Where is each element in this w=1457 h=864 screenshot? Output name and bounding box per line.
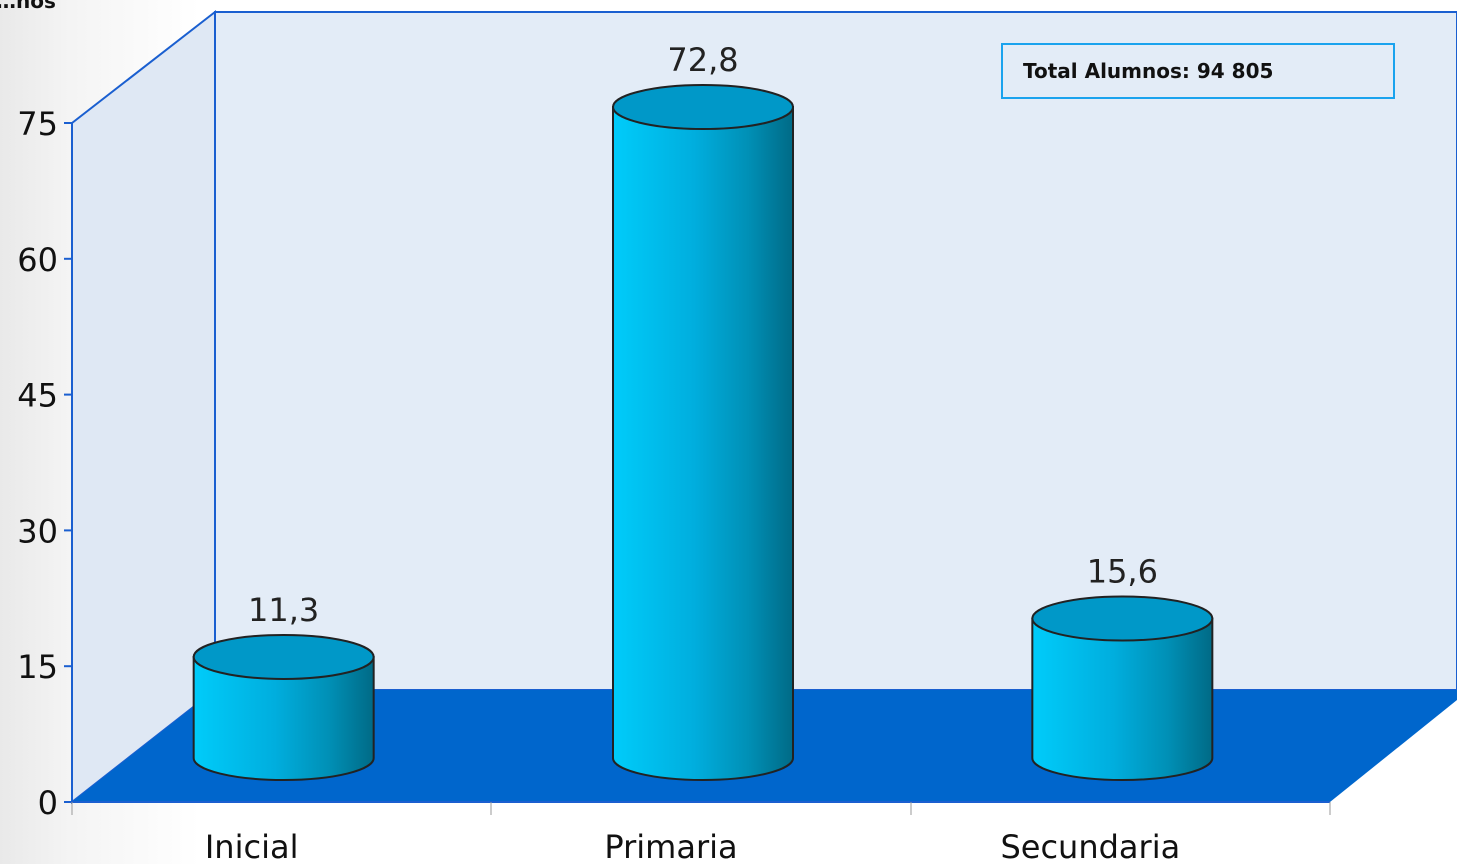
total-students-text: Total Alumnos: 94 805 xyxy=(1023,59,1274,83)
y-axis-title: …nos xyxy=(0,0,56,13)
bars-layer xyxy=(192,84,1214,781)
y-tick-label: 0 xyxy=(38,784,58,822)
x-tick-label: Secundaria xyxy=(1000,828,1180,864)
y-tick-label: 45 xyxy=(17,377,58,415)
y-tick-label: 15 xyxy=(17,648,58,686)
bar-body xyxy=(1031,617,1214,781)
data-label: 15,6 xyxy=(1087,553,1158,591)
x-tick-label: Inicial xyxy=(205,828,299,864)
bar-body xyxy=(612,106,794,781)
bar-top xyxy=(612,84,794,131)
bar-top xyxy=(192,633,375,680)
back-wall xyxy=(214,11,1457,691)
bar-inicial xyxy=(192,633,375,781)
labels-layer: 11,3 Inicial 72,8 Primaria 15,6 Secundaria xyxy=(205,41,1180,864)
data-label: 11,3 xyxy=(248,591,319,629)
bar-primaria xyxy=(612,84,794,781)
data-label: 72,8 xyxy=(667,41,738,79)
y-tick-label: 75 xyxy=(17,105,58,143)
y-tick-label: 60 xyxy=(17,241,58,279)
bar-body xyxy=(192,655,375,781)
tick-layer: 0 15 30 45 60 75 xyxy=(17,105,1331,822)
x-tick-label: Primaria xyxy=(604,828,737,864)
bar-top xyxy=(1031,595,1214,642)
bar-secundaria xyxy=(1031,595,1214,781)
y-tick-label: 30 xyxy=(17,512,58,550)
total-students-box: Total Alumnos: 94 805 xyxy=(1001,43,1395,99)
